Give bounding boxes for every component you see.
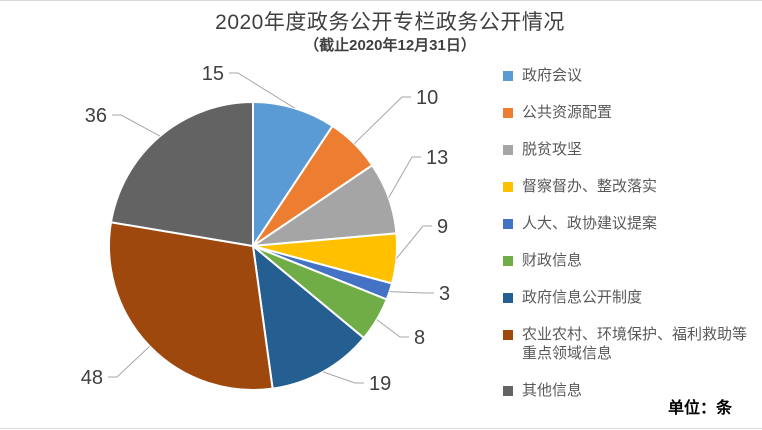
legend-item-3: 督察督办、整改落实 (503, 177, 761, 196)
data-label-4: 3 (439, 283, 450, 305)
legend-label: 政府会议 (522, 67, 583, 84)
legend-label: 人大、政协建议提案 (522, 215, 658, 232)
pie-slice-8 (109, 100, 254, 248)
legend-item-6: 政府信息公开制度 (503, 288, 761, 307)
chart-title: 2020年度政务公开专栏政务公开情况 (215, 11, 565, 34)
label-leader-line-8 (112, 114, 161, 137)
data-label-1: 10 (416, 87, 438, 109)
legend-swatch-icon (503, 182, 513, 192)
legend-label: 公共资源配置 (522, 104, 613, 121)
label-leader-line-1 (353, 96, 411, 145)
legend-swatch-icon (503, 71, 513, 81)
label-leader-line-4 (389, 291, 434, 294)
legend-swatch-icon (503, 293, 513, 303)
label-leader-line-6 (322, 371, 364, 384)
legend-swatch-icon (503, 145, 513, 155)
legend-item-1: 公共资源配置 (503, 103, 761, 122)
data-label-7: 48 (81, 367, 103, 389)
legend-item-4: 人大、政协建议提案 (503, 214, 761, 233)
pie-slice-6 (251, 243, 366, 390)
unit-label: 单位：条 (667, 400, 732, 417)
legend-swatch-icon (503, 386, 513, 396)
data-label-6: 19 (369, 373, 391, 395)
legend-swatch-icon (503, 219, 513, 229)
legend-swatch-icon (503, 108, 513, 118)
legend-label: 督察督办、整改落实 (522, 178, 658, 195)
legend-label: 其他信息 (522, 382, 583, 399)
top-border-line (0, 0, 762, 1)
data-label-3: 9 (437, 216, 448, 238)
legend-item-5: 财政信息 (503, 251, 761, 270)
label-leader-line-3 (396, 225, 432, 259)
legend-swatch-icon (503, 330, 513, 340)
title-block: 2020年度政务公开专栏政务公开情况 （截止2020年12月31日） (18, 9, 762, 55)
legend-label: 脱贫攻坚 (522, 141, 583, 158)
pie-slice-7 (108, 221, 274, 392)
data-label-0: 15 (202, 63, 224, 85)
label-leader-line-5 (376, 319, 409, 338)
legend-label: 财政信息 (522, 252, 583, 269)
label-leader-line-0 (229, 72, 295, 109)
data-label-2: 13 (426, 147, 448, 169)
legend-item-0: 政府会议 (503, 66, 761, 85)
legend-item-8: 其他信息 (503, 381, 761, 400)
legend-label: 政府信息公开制度 (522, 289, 643, 306)
label-leader-line-2 (388, 156, 421, 199)
pie-slice-0 (252, 100, 334, 250)
bottom-border-line (0, 428, 762, 429)
legend-label: 农业农村、环境保护、福利救助等重点领域信息 (522, 326, 748, 362)
legend-swatch-icon (503, 256, 513, 266)
legend-item-2: 脱贫攻坚 (503, 140, 761, 159)
data-label-8: 36 (85, 105, 107, 127)
chart-legend: 政府会议公共资源配置 脱贫攻坚督察督办、整改落实 人大、政协建议提案 财政信息政府信息… (503, 66, 761, 400)
data-label-5: 8 (414, 327, 425, 349)
chart-subtitle: （截止2020年12月31日） (304, 37, 476, 54)
label-leader-line-7 (108, 345, 151, 378)
legend-item-7: 农业农村、环境保护、福利救助等重点领域信息 (503, 325, 761, 363)
